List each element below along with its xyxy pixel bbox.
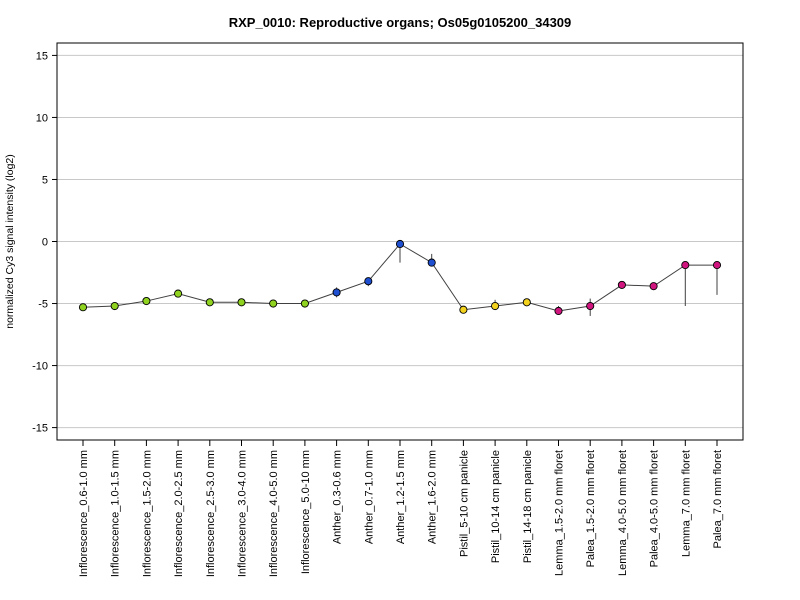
data-point [712, 261, 722, 270]
data-point [586, 301, 595, 311]
data-point [174, 289, 183, 298]
y-tick-label: 15 [36, 50, 48, 62]
data-point [395, 239, 405, 249]
x-tick-label: Inflorescence_5.0-10 mm [300, 450, 312, 574]
x-tick-label: Palea_7.0 mm floret [712, 450, 724, 548]
x-tick-label: Inflorescence_0.6-1.0 mm [78, 450, 90, 577]
data-point [649, 282, 658, 291]
data-point [300, 299, 309, 308]
data-point [522, 298, 531, 307]
x-tick-label: Inflorescence_4.0-5.0 mm [268, 450, 280, 577]
y-axis: 15 10 5 0 -5 -10 -15 [32, 50, 57, 435]
x-axis: Inflorescence_0.6-1.0 mm Inflorescence_1.… [78, 440, 724, 577]
data-point [554, 306, 563, 316]
grid-lines [57, 54, 743, 429]
data-point [617, 280, 626, 289]
data-point [364, 277, 373, 286]
x-tick-label: Pistil_14-18 cm panicle [522, 450, 534, 563]
data-point [237, 298, 246, 307]
x-tick-label: Palea_4.0-5.0 mm floret [649, 450, 661, 567]
x-tick-label: Anther_1.2-1.5 mm [395, 450, 407, 544]
data-point [269, 299, 278, 308]
x-tick-label: Palea_1.5-2.0 mm floret [585, 450, 597, 567]
x-tick-label: Inflorescence_1.5-2.0 mm [141, 450, 153, 577]
y-tick-label: -15 [32, 423, 48, 435]
chart-title: RXP_0010: Reproductive organs; Os05g0105… [229, 15, 572, 30]
x-tick-label: Anther_0.3-0.6 mm [332, 450, 344, 544]
series [78, 239, 722, 316]
data-point [332, 288, 341, 297]
data-point [142, 296, 151, 306]
x-tick-label: Anther_1.6-2.0 mm [427, 450, 439, 544]
data-point [78, 303, 88, 312]
x-tick-label: Lemma_1.5-2.0 mm floret [554, 450, 566, 576]
data-point [205, 298, 214, 307]
y-tick-label: 10 [36, 112, 48, 124]
data-point [110, 301, 119, 311]
y-tick-label: -10 [32, 361, 48, 373]
y-tick-label: 0 [42, 237, 48, 249]
x-tick-label: Inflorescence_2.0-2.5 mm [173, 450, 185, 577]
x-tick-label: Pistil_10-14 cm panicle [490, 450, 502, 563]
x-tick-label: Inflorescence_1.0-1.5 mm [110, 450, 122, 577]
x-tick-label: Inflorescence_2.5-3.0 mm [205, 450, 217, 577]
x-tick-label: Anther_0.7-1.0 mm [363, 450, 375, 544]
x-tick-label: Pistil_5-10 cm panicle [458, 450, 470, 557]
data-point [681, 261, 690, 270]
data-point [459, 305, 468, 314]
y-tick-label: 5 [42, 174, 48, 186]
x-tick-label: Inflorescence_3.0-4.0 mm [237, 450, 249, 577]
y-tick-label: -5 [38, 299, 48, 311]
x-tick-label: Lemma_4.0-5.0 mm floret [617, 450, 629, 576]
y-axis-label: normalized Cy3 signal intensity (log2) [4, 154, 16, 329]
data-point [427, 258, 436, 267]
data-point [491, 301, 500, 311]
x-tick-label: Lemma_7.0 mm floret [680, 450, 692, 557]
